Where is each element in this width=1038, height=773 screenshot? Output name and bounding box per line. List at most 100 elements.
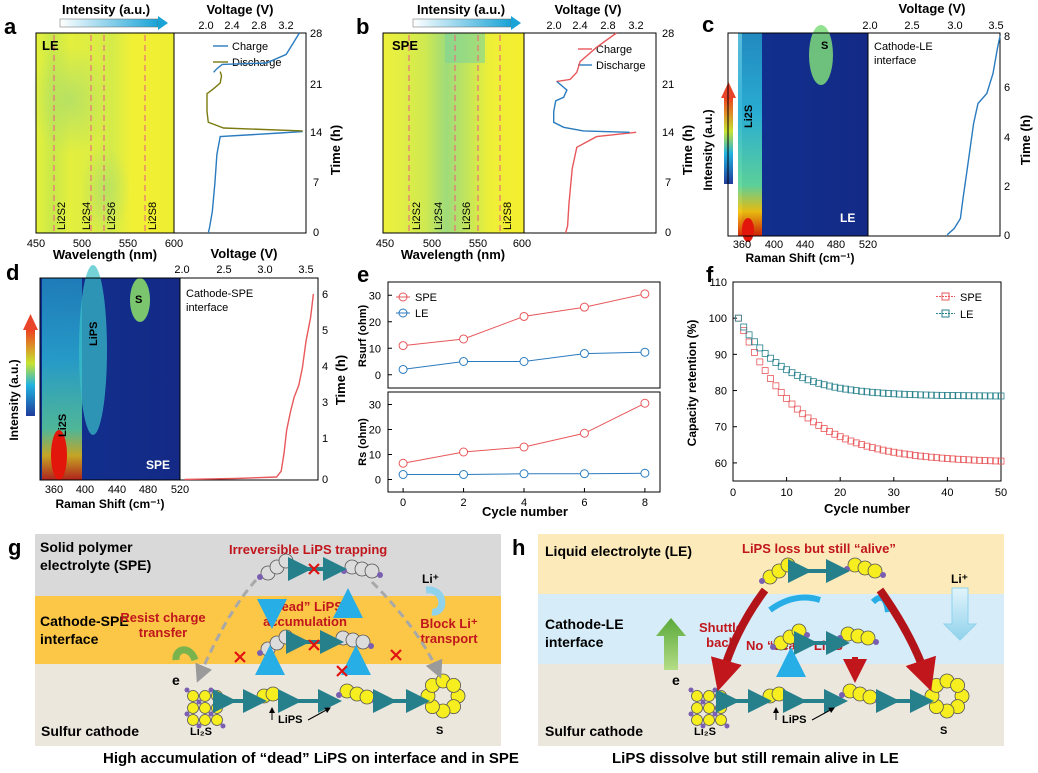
data-point-le — [863, 388, 871, 396]
lithium-atom — [196, 699, 202, 705]
lithium-atom — [880, 572, 886, 578]
species-lips: LiPS — [782, 714, 806, 726]
data-point-spe — [976, 456, 983, 464]
svg-text:SPE: SPE — [960, 292, 982, 304]
voltage-ticks: 2.0 2.4 2.8 3.2 — [546, 20, 643, 32]
data-point-le — [799, 374, 807, 382]
data-point-spe — [831, 430, 839, 438]
data-point-le — [917, 391, 924, 399]
data-point-spe — [997, 457, 1005, 465]
data-point-spe — [965, 456, 973, 464]
lithium-atom — [688, 711, 694, 717]
data-point-le — [944, 392, 951, 399]
data-point-spe — [868, 444, 876, 452]
svg-text:14: 14 — [310, 127, 322, 139]
panel-f: f Capacity retention (%) Cycle number SP… — [685, 262, 1007, 516]
sulfur-atom — [187, 714, 199, 726]
schematic-g: g Solid polymer electrolyte (SPE) Cathod… — [8, 534, 519, 767]
svg-text:600: 600 — [165, 238, 183, 250]
data-point-spe — [799, 410, 807, 418]
voltage-axis-label: Voltage (V) — [207, 2, 274, 17]
data-point-le — [842, 385, 849, 393]
sulfur-atom — [187, 702, 199, 714]
voltage-ticks: 2.0 2.5 3.0 3.5 — [862, 20, 1003, 32]
data-point-le — [890, 390, 898, 398]
data-point-spe — [398, 341, 408, 351]
sulfur-atom — [780, 557, 796, 573]
data-point-spe — [842, 435, 849, 443]
svg-text:3.2: 3.2 — [628, 20, 643, 32]
heat-blob — [80, 145, 130, 235]
data-point-le — [751, 338, 758, 346]
data-point-le — [997, 392, 1005, 400]
lithium-atom — [844, 566, 850, 572]
y-tick-label: 100 — [709, 313, 727, 325]
sulfur-atom — [187, 690, 199, 702]
lithium-atom — [336, 692, 342, 698]
x-tick-label: 8 — [642, 497, 648, 509]
sulfur-atom — [355, 634, 371, 650]
lithium-atom — [712, 687, 718, 693]
svg-text:0: 0 — [1004, 230, 1010, 242]
time-ticks: 8 6 4 2 0 — [1004, 31, 1010, 242]
plot-frame-top — [387, 281, 661, 389]
lithium-atom — [770, 644, 776, 650]
data-point-le — [767, 354, 774, 362]
data-point-le — [640, 347, 650, 357]
data-point-le — [970, 392, 978, 400]
x-tick-label: 20 — [834, 487, 846, 499]
lithium-atom — [377, 572, 383, 578]
legend: SPE LE — [936, 292, 982, 321]
data-point-spe — [836, 433, 844, 441]
data-point-le — [519, 469, 529, 479]
caption: LiPS dissolve but still remain alive in … — [612, 750, 899, 767]
sulfur-atom — [691, 702, 703, 714]
y-tick-label: 10 — [369, 450, 381, 462]
svg-text:4: 4 — [1004, 132, 1010, 144]
sulfur-atom — [691, 690, 703, 702]
alive-label: LiPS loss but still “alive” — [742, 541, 896, 556]
raman-map — [742, 33, 868, 236]
wavelength-ticks: 450 500 550 600 — [376, 238, 531, 250]
lithium-atom — [839, 692, 845, 698]
svg-text:550: 550 — [119, 238, 137, 250]
data-point-spe — [906, 451, 914, 459]
data-point-le — [772, 359, 780, 366]
li2s-hot — [51, 430, 67, 480]
xlabel: Cycle number — [824, 501, 910, 516]
data-point-spe — [767, 375, 774, 382]
data-point-spe — [917, 452, 924, 460]
data-point-le — [954, 392, 962, 400]
voltage-axis-label: Voltage (V) — [555, 2, 622, 17]
block-label: Block Li⁺ transport — [420, 616, 477, 646]
blocked-arrow — [425, 586, 446, 616]
data-point-le — [949, 392, 957, 399]
lithium-atom — [837, 635, 843, 641]
svg-text:7: 7 — [313, 177, 319, 189]
data-point-spe — [911, 452, 919, 459]
svg-text:2.0: 2.0 — [174, 264, 189, 276]
data-point-le — [640, 468, 650, 478]
svg-text:3: 3 — [322, 397, 328, 409]
data-point-spe — [579, 302, 589, 312]
svg-text:3.0: 3.0 — [947, 20, 962, 32]
intensity-arrowhead — [511, 16, 521, 30]
data-point-spe — [745, 338, 753, 346]
data-point-spe — [944, 455, 951, 462]
svg-text:360: 360 — [45, 484, 63, 496]
svg-text:Li2S2: Li2S2 — [411, 202, 423, 230]
svg-text:2.0: 2.0 — [546, 20, 561, 32]
xlabel: Cycle number — [482, 504, 568, 519]
blocked-cross — [234, 651, 246, 663]
y-tick-label: 20 — [369, 425, 381, 437]
layer-label-interface: Cathode-LE interface — [545, 616, 624, 650]
panel-letter: d — [6, 260, 19, 285]
sulfur-atom — [278, 553, 294, 569]
data-point-le — [810, 378, 817, 386]
lithium-atom — [724, 723, 730, 729]
data-point-le — [831, 383, 839, 391]
raman-ticks: 360 400 440 480 520 — [733, 239, 877, 251]
y-tick-label: 90 — [715, 349, 727, 361]
data-point-spe — [986, 457, 994, 465]
layer-spe — [35, 534, 501, 596]
